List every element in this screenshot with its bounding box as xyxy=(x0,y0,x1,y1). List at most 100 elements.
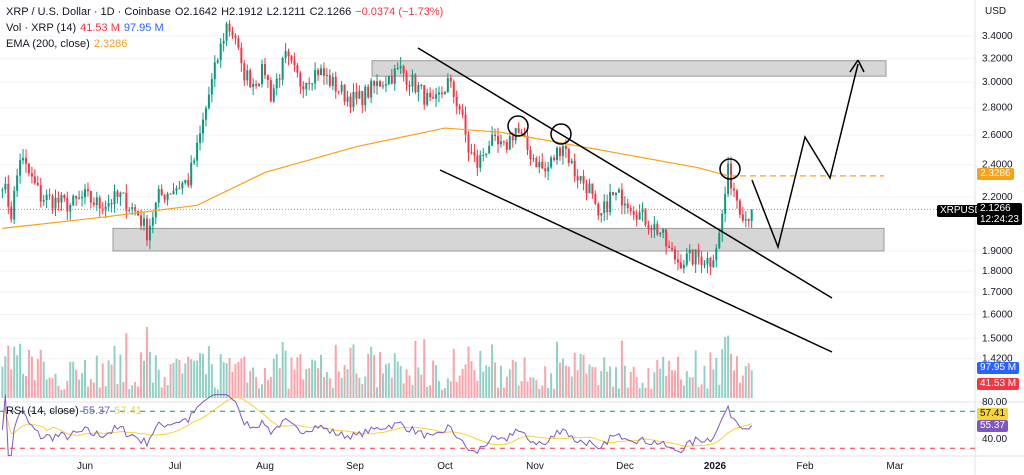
volume-bar xyxy=(13,346,16,398)
volume-bar xyxy=(1,366,4,398)
candle-body xyxy=(69,205,72,212)
volume-bar xyxy=(479,350,482,398)
candle-body xyxy=(626,203,629,209)
candle-body xyxy=(63,194,66,198)
volume-bar xyxy=(567,366,570,398)
candle-body xyxy=(163,194,166,200)
high: H2.1912 xyxy=(221,6,263,18)
candle-body xyxy=(585,183,588,194)
volume-bar xyxy=(246,382,249,398)
volume-bar xyxy=(57,385,60,398)
volume-bar xyxy=(541,385,544,398)
candle-body xyxy=(216,60,219,63)
volume-bar xyxy=(207,346,210,398)
candle-body xyxy=(261,63,263,84)
candle-body xyxy=(461,109,464,115)
candle-body xyxy=(337,91,340,93)
candle-body xyxy=(231,31,234,36)
candle-body xyxy=(42,200,45,202)
volume-bar xyxy=(27,349,30,398)
time-tick: Mar xyxy=(886,461,904,472)
volume-bar xyxy=(679,379,682,398)
highlight-circle xyxy=(719,158,741,180)
candle-body xyxy=(36,182,39,186)
candle-body xyxy=(706,257,709,265)
volume-bar xyxy=(104,386,107,398)
volume-bar xyxy=(19,343,22,398)
volume-bar xyxy=(131,385,134,398)
volume-bar xyxy=(488,366,491,398)
candle-body xyxy=(656,223,659,235)
volume-bar xyxy=(735,356,738,398)
volume-bar xyxy=(48,377,51,398)
rsi-ma-tag: 57.41 xyxy=(977,408,1009,420)
candle-body xyxy=(635,214,638,220)
volume-bar xyxy=(266,379,269,398)
candle-body xyxy=(172,191,175,195)
candle-body xyxy=(638,212,641,220)
candle-body xyxy=(263,63,266,76)
volume-bar xyxy=(576,370,579,398)
candle-body xyxy=(246,70,249,81)
volume-bar xyxy=(612,386,615,398)
candle-body xyxy=(311,83,314,85)
candle-body xyxy=(505,141,508,150)
candle-body xyxy=(547,167,550,172)
candle-body xyxy=(30,173,33,177)
volume-bar xyxy=(747,363,750,398)
candle-body xyxy=(553,157,556,160)
volume-bar xyxy=(240,358,243,398)
volume-bar xyxy=(154,355,157,398)
volume-bar xyxy=(703,365,706,398)
volume-bar xyxy=(520,381,523,398)
rsi-tick: 40.00 xyxy=(982,434,1007,445)
candle-body xyxy=(370,80,373,98)
candle-body xyxy=(210,79,213,95)
volume-bar xyxy=(101,363,104,398)
volume-bar xyxy=(594,367,597,398)
rsi-legend: RSI (14, close) 55.37 57.41 xyxy=(6,403,146,419)
volume-bar xyxy=(381,373,384,398)
volume-bar xyxy=(505,376,508,398)
candle-body xyxy=(119,192,122,198)
volume-bar xyxy=(564,365,567,398)
volume-bar xyxy=(95,355,98,398)
candle-body xyxy=(617,189,620,193)
candle-body xyxy=(523,133,526,136)
volume-bar xyxy=(629,371,632,398)
volume-bar xyxy=(511,360,514,398)
candle-body xyxy=(293,60,296,66)
volume-bar xyxy=(22,373,25,398)
volume-bar xyxy=(320,354,322,398)
candle-body xyxy=(682,264,685,269)
candle-body xyxy=(145,218,148,241)
candle-body xyxy=(376,81,379,86)
candle-body xyxy=(541,161,544,169)
candle-body xyxy=(269,80,272,102)
volume-bar xyxy=(384,364,387,398)
volume-bar xyxy=(163,376,166,398)
volume-bar xyxy=(84,359,86,398)
chart-legend: XRP / U.S. Dollar · 1D · Coinbase O2.1642… xyxy=(6,4,447,52)
symbol-title[interactable]: XRP / U.S. Dollar · 1D · Coinbase xyxy=(6,6,171,18)
volume-bar xyxy=(255,376,258,398)
candle-body xyxy=(81,197,84,199)
ema-label[interactable]: EMA (200, close) xyxy=(6,38,90,50)
volume-bar xyxy=(157,369,160,398)
volume-bar xyxy=(446,378,449,398)
candle-body xyxy=(676,259,679,263)
volume-bar xyxy=(558,362,561,398)
candle-body xyxy=(733,188,735,191)
candle-body xyxy=(603,201,606,214)
candle-body xyxy=(125,192,128,211)
volume-bar xyxy=(535,380,538,398)
volume-bar xyxy=(718,384,721,398)
rsi-label[interactable]: RSI (14, close) xyxy=(6,405,79,417)
candle-body xyxy=(322,68,325,76)
volume-bar xyxy=(261,384,263,398)
volume-bar xyxy=(275,353,278,398)
vol-label[interactable]: Vol · XRP (14) xyxy=(6,22,77,34)
candle-body xyxy=(202,119,204,134)
volume-bar xyxy=(697,387,700,398)
